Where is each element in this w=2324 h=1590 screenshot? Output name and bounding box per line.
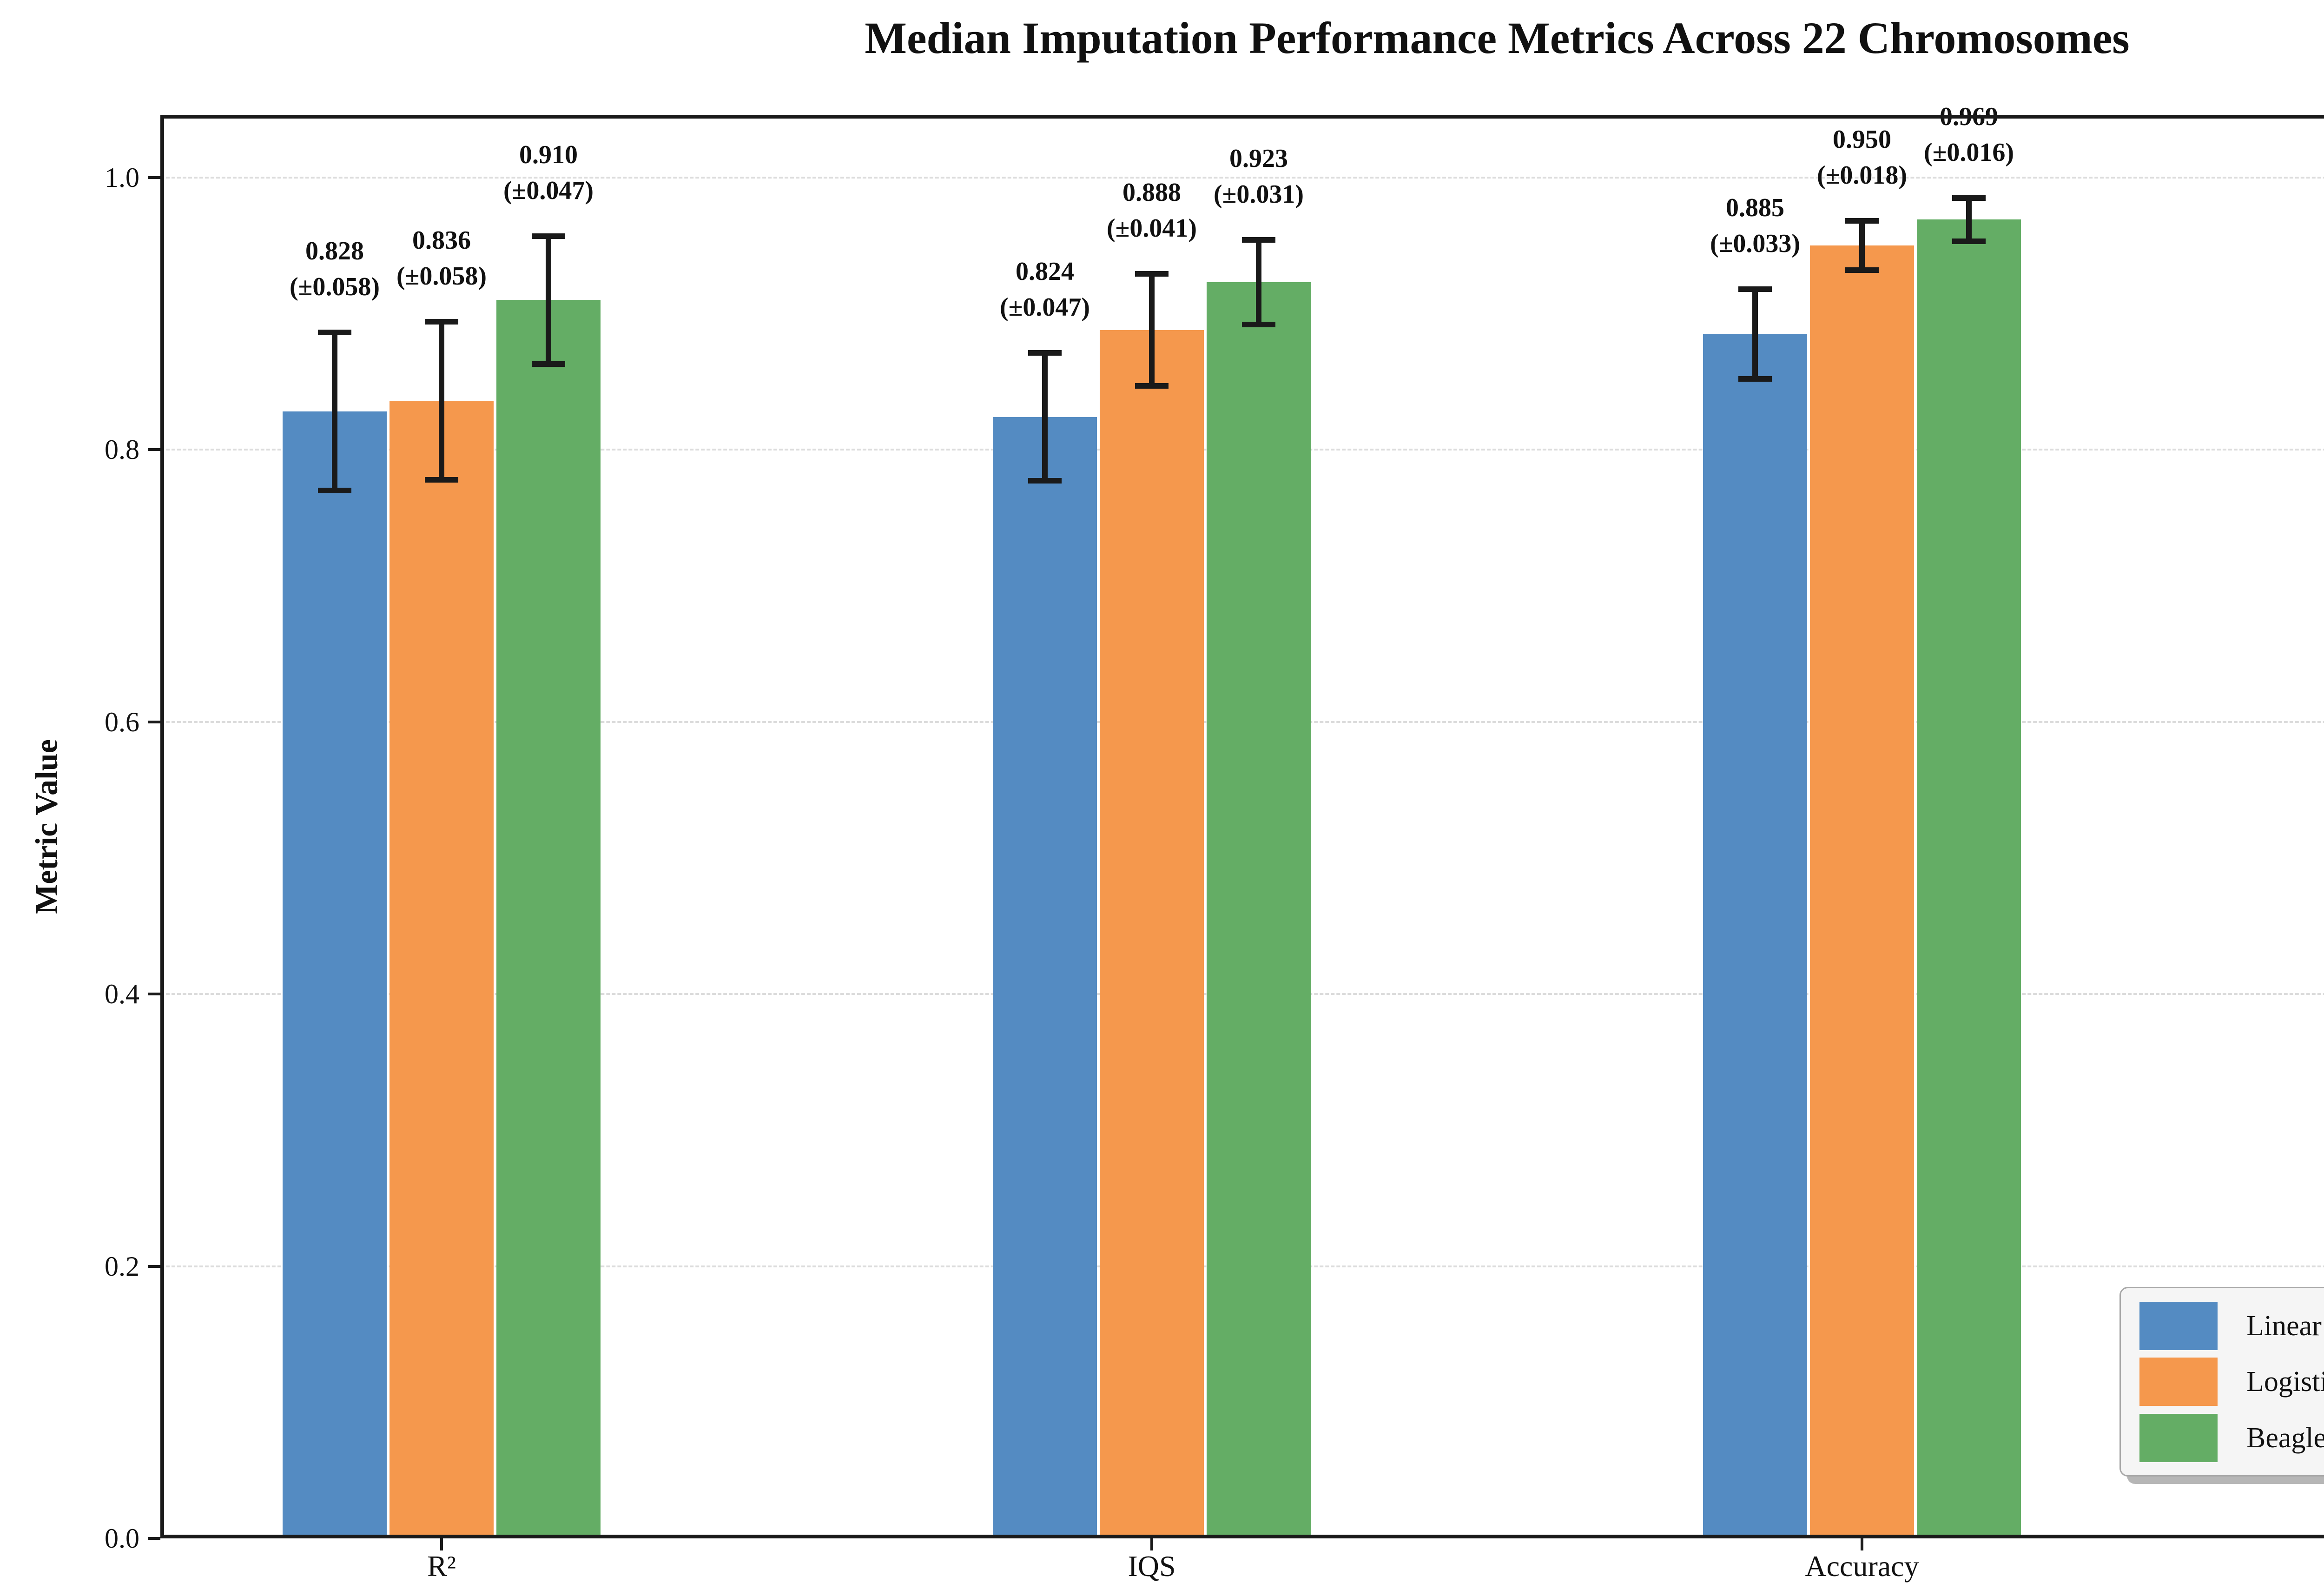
bar-error-label: (±0.033) bbox=[1710, 229, 1801, 258]
legend-swatch bbox=[2139, 1413, 2218, 1462]
error-bar-cap-top bbox=[1028, 350, 1062, 356]
error-bar-cap-bottom bbox=[1028, 478, 1062, 484]
error-bar-line bbox=[1859, 221, 1865, 270]
error-bar-cap-bottom bbox=[1952, 238, 1986, 245]
legend: Linear Regression (Unphased) Logistic Reg… bbox=[2119, 1287, 2324, 1477]
legend-swatch bbox=[2139, 1301, 2218, 1350]
error-bar-line bbox=[1752, 289, 1758, 379]
legend-label: Logistic Regression (Phased) bbox=[2246, 1366, 2324, 1398]
bar-value-label: 0.969 bbox=[1940, 102, 1998, 131]
bar bbox=[1810, 245, 1914, 1538]
x-tick-label: Accuracy bbox=[1805, 1550, 1919, 1583]
error-bar-cap-top bbox=[1845, 218, 1879, 224]
bar bbox=[1100, 330, 1204, 1538]
bar bbox=[1207, 282, 1311, 1538]
bar-error-label: (±0.058) bbox=[396, 261, 487, 291]
y-tick-label: 1.0 bbox=[105, 162, 139, 193]
y-tick-label: 0.2 bbox=[105, 1251, 139, 1282]
error-bar-cap-top bbox=[1242, 237, 1275, 243]
error-bar-line bbox=[1149, 274, 1155, 386]
error-bar-line bbox=[1042, 353, 1048, 481]
y-tick-label: 0.4 bbox=[105, 979, 139, 1010]
y-tick-mark bbox=[148, 1537, 160, 1540]
error-bar-cap-bottom bbox=[1135, 383, 1169, 389]
bar-value-label: 0.828 bbox=[305, 237, 364, 266]
legend-swatch bbox=[2139, 1358, 2218, 1406]
chart-title: Median Imputation Performance Metrics Ac… bbox=[865, 13, 2130, 63]
error-bar-cap-bottom bbox=[1738, 376, 1772, 382]
error-bar-cap-bottom bbox=[425, 477, 458, 483]
bar-error-label: (±0.018) bbox=[1816, 161, 1908, 190]
y-tick-mark bbox=[148, 993, 160, 996]
bar-value-label: 0.824 bbox=[1016, 257, 1074, 286]
x-tick-label: IQS bbox=[1128, 1550, 1176, 1583]
error-bar-cap-bottom bbox=[1845, 267, 1879, 273]
gridline bbox=[160, 176, 2324, 179]
y-axis-label: Metric Value bbox=[28, 739, 64, 914]
bar bbox=[1703, 334, 1807, 1538]
y-tick-label: 0.6 bbox=[105, 706, 139, 737]
legend-entry: Logistic Regression (Phased) bbox=[2139, 1358, 2324, 1406]
bar-value-label: 0.923 bbox=[1229, 144, 1288, 173]
error-bar-line bbox=[439, 321, 444, 480]
x-tick-mark bbox=[440, 1538, 443, 1550]
error-bar-cap-bottom bbox=[318, 487, 351, 493]
bar bbox=[283, 411, 387, 1538]
bar-error-label: (±0.058) bbox=[289, 272, 380, 302]
legend-entry: Linear Regression (Unphased) bbox=[2139, 1301, 2324, 1350]
y-tick-mark bbox=[148, 176, 160, 179]
legend-label: Beagle (Phased) bbox=[2246, 1422, 2324, 1454]
error-bar-cap-top bbox=[1952, 195, 1986, 201]
bar-error-label: (±0.047) bbox=[999, 293, 1090, 322]
bar bbox=[390, 400, 494, 1538]
legend-label: Linear Regression (Unphased) bbox=[2246, 1310, 2324, 1342]
error-bar-cap-top bbox=[532, 233, 565, 239]
bar-value-label: 0.888 bbox=[1122, 178, 1181, 207]
bar-error-label: (±0.016) bbox=[1923, 138, 2014, 167]
legend-entry: Beagle (Phased) bbox=[2139, 1413, 2324, 1462]
bar bbox=[1917, 219, 2021, 1538]
plot-content: 0.828 (±0.058) 0.824 (±0.047) 0.885 (±0.033) 0… bbox=[160, 104, 2324, 1538]
x-tick-label: R² bbox=[427, 1550, 456, 1583]
bar-value-label: 0.836 bbox=[412, 225, 471, 255]
error-bar-cap-bottom bbox=[532, 361, 565, 367]
error-bar-cap-top bbox=[1738, 286, 1772, 292]
y-tick-label: 0.8 bbox=[105, 434, 139, 465]
error-bar-cap-top bbox=[425, 318, 458, 325]
error-bar-cap-top bbox=[318, 330, 351, 336]
y-tick-label: 0.0 bbox=[105, 1523, 139, 1554]
bar-error-label: (±0.047) bbox=[503, 176, 594, 205]
y-tick-mark bbox=[148, 448, 160, 451]
y-tick-mark bbox=[148, 1265, 160, 1268]
x-tick-mark bbox=[1861, 1538, 1863, 1550]
bar-value-label: 0.910 bbox=[519, 140, 578, 169]
bar bbox=[496, 300, 601, 1538]
error-bar-line bbox=[546, 236, 551, 364]
error-bar-cap-top bbox=[1135, 271, 1169, 277]
y-tick-mark bbox=[148, 720, 160, 723]
bar bbox=[993, 417, 1097, 1538]
x-tick-mark bbox=[1150, 1538, 1153, 1550]
error-bar-cap-bottom bbox=[1242, 321, 1275, 327]
error-bar-line bbox=[332, 332, 337, 490]
error-bar-line bbox=[1256, 240, 1261, 325]
error-bar-line bbox=[1966, 198, 1972, 242]
bar-error-label: (±0.031) bbox=[1213, 180, 1304, 209]
bar-value-label: 0.950 bbox=[1833, 125, 1891, 154]
bar-value-label: 0.885 bbox=[1726, 193, 1784, 222]
bar-error-label: (±0.041) bbox=[1106, 214, 1197, 243]
